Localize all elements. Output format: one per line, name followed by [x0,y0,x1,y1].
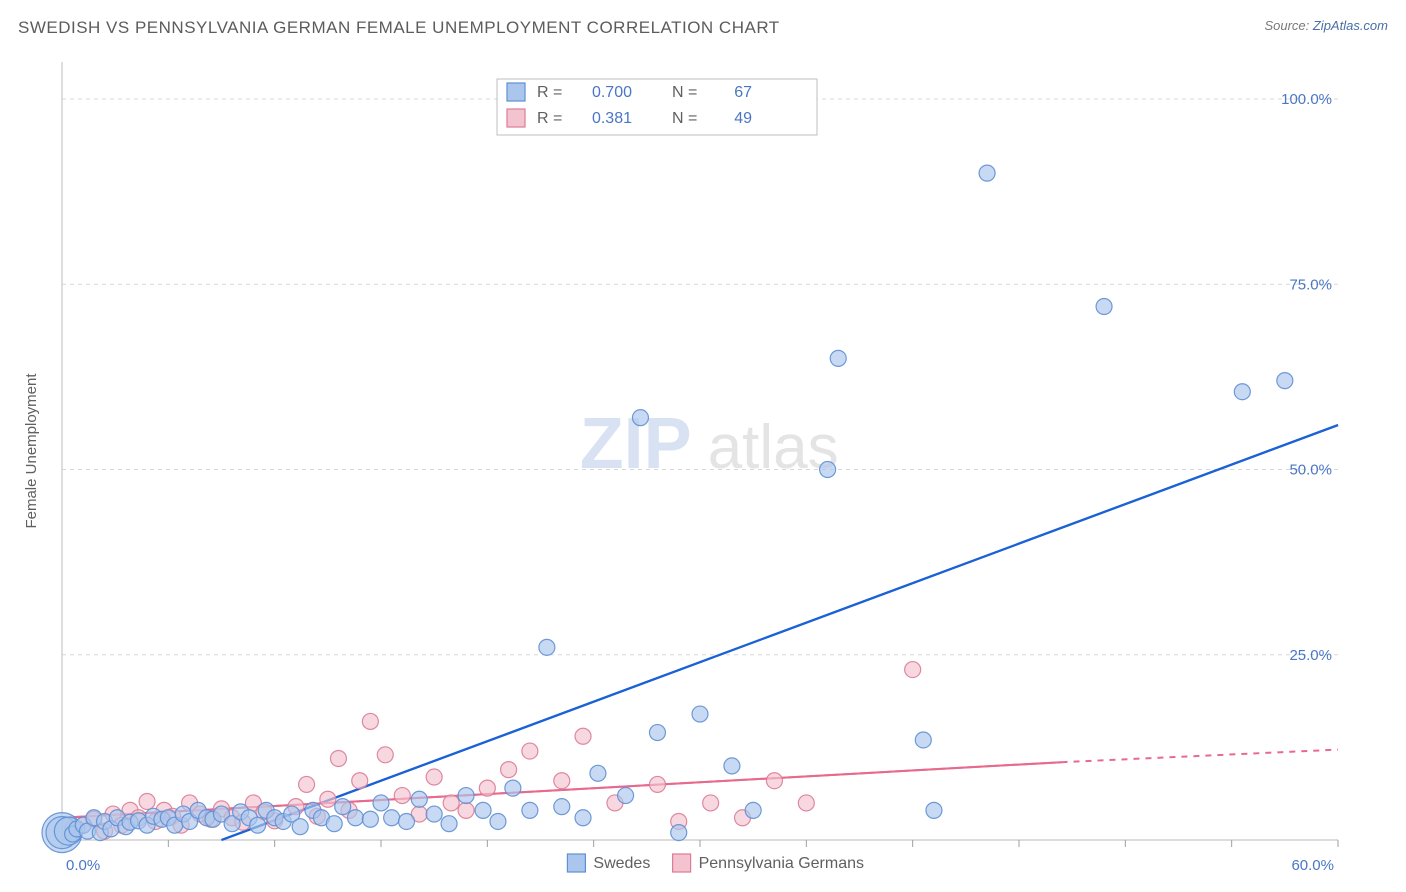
stats-r-value-swedes: 0.700 [592,84,632,101]
point-penn-germans [362,713,378,729]
trendline-penn-germans-dashed [1062,750,1338,763]
stats-n-value-penn-germans: 49 [734,110,752,127]
point-penn-germans [139,793,155,809]
point-penn-germans [377,747,393,763]
point-penn-germans [458,802,474,818]
point-penn-germans [330,750,346,766]
y-axis-label: 50.0% [1289,462,1332,479]
point-penn-germans [703,795,719,811]
point-swedes [458,788,474,804]
stats-n-label-swedes: N = [672,84,697,101]
point-swedes [490,813,506,829]
point-swedes [692,706,708,722]
point-swedes [554,799,570,815]
stats-r-label-swedes: R = [537,84,562,101]
legend-swatch-swedes [567,854,585,872]
point-penn-germans [766,773,782,789]
stats-swatch-penn-germans [507,109,525,127]
point-swedes [1096,299,1112,315]
point-swedes [830,350,846,366]
point-swedes [362,811,378,827]
stats-swatch-swedes [507,83,525,101]
point-penn-germans [352,773,368,789]
y-axis-label: 25.0% [1289,647,1332,664]
point-swedes [399,813,415,829]
point-swedes [590,765,606,781]
point-swedes [522,802,538,818]
source-attribution: Source: ZipAtlas.com [1264,18,1388,33]
y-axis-label: 100.0% [1281,91,1332,108]
legend-swatch-penn-germans [673,854,691,872]
point-penn-germans [649,776,665,792]
chart-container: ZIPatlas0.0%60.0%25.0%50.0%75.0%100.0%Fe… [18,48,1388,888]
point-penn-germans [394,788,410,804]
point-penn-germans [299,776,315,792]
point-swedes [347,810,363,826]
point-swedes [926,802,942,818]
point-swedes [820,462,836,478]
point-swedes [1277,373,1293,389]
stats-r-value-penn-germans: 0.381 [592,110,632,127]
point-swedes [411,791,427,807]
point-penn-germans [426,769,442,785]
point-penn-germans [798,795,814,811]
point-swedes [1234,384,1250,400]
point-swedes [671,825,687,841]
point-swedes [335,799,351,815]
x-axis-label: 60.0% [1291,857,1334,874]
point-swedes [292,819,308,835]
point-penn-germans [575,728,591,744]
point-swedes [426,806,442,822]
x-axis-label: 0.0% [66,857,100,874]
stats-n-value-swedes: 67 [734,84,752,101]
y-axis-title: Female Unemployment [23,373,40,529]
point-swedes [250,817,266,833]
point-swedes [539,639,555,655]
point-penn-germans [905,662,921,678]
chart-title: SWEDISH VS PENNSYLVANIA GERMAN FEMALE UN… [18,18,780,38]
point-swedes [915,732,931,748]
stats-n-label-penn-germans: N = [672,110,697,127]
point-swedes [326,816,342,832]
watermark-atlas: atlas [708,413,839,482]
point-swedes [373,795,389,811]
point-swedes [618,788,634,804]
legend-label-swedes: Swedes [593,855,650,872]
point-penn-germans [501,762,517,778]
point-swedes [441,816,457,832]
point-swedes [384,810,400,826]
source-link[interactable]: ZipAtlas.com [1313,18,1388,33]
point-swedes [475,802,491,818]
point-swedes [632,410,648,426]
point-swedes [505,780,521,796]
point-penn-germans [479,780,495,796]
point-swedes [979,165,995,181]
stats-r-label-penn-germans: R = [537,110,562,127]
point-swedes [724,758,740,774]
point-penn-germans [443,795,459,811]
point-penn-germans [320,791,336,807]
point-swedes [745,802,761,818]
scatter-chart: ZIPatlas0.0%60.0%25.0%50.0%75.0%100.0%Fe… [18,48,1388,888]
source-prefix: Source: [1264,18,1312,33]
point-penn-germans [522,743,538,759]
point-swedes [575,810,591,826]
y-axis-label: 75.0% [1289,276,1332,293]
legend-label-penn-germans: Pennsylvania Germans [699,855,864,872]
point-penn-germans [554,773,570,789]
point-swedes [649,725,665,741]
